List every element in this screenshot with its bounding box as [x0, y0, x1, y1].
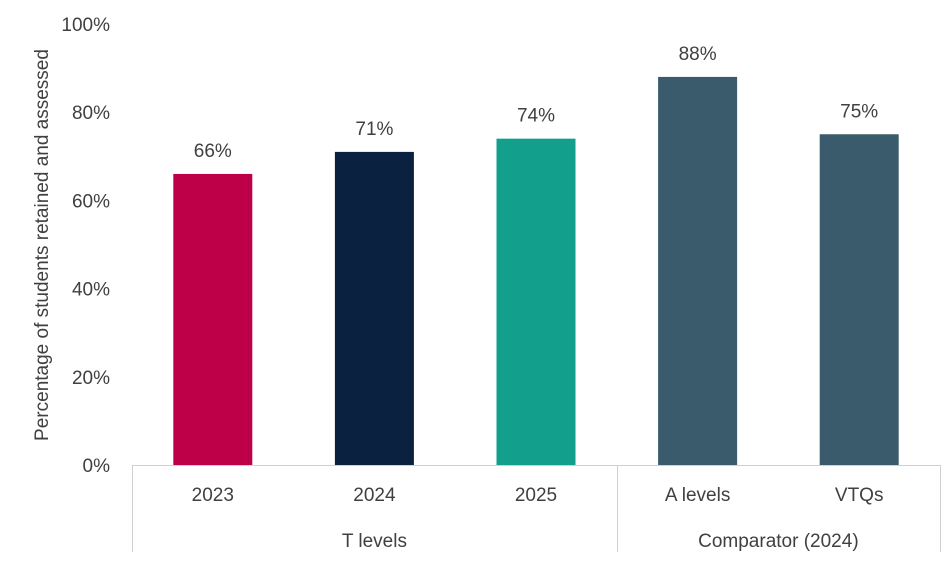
- x-category-label: VTQs: [835, 485, 884, 506]
- x-category-label: 2025: [515, 485, 557, 506]
- x-group-label: T levels: [342, 531, 407, 552]
- data-label: 88%: [679, 44, 717, 65]
- x-category-label: 2023: [192, 485, 234, 506]
- y-tick-label: 100%: [61, 15, 110, 36]
- bar-a-levels: [658, 76, 738, 466]
- y-tick-label: 40%: [72, 280, 110, 301]
- data-label: 74%: [517, 106, 555, 127]
- bar-2024: [334, 151, 414, 465]
- bar-2025: [496, 138, 576, 465]
- x-group-label: Comparator (2024): [698, 531, 859, 552]
- y-axis-title: Percentage of students retained and asse…: [32, 49, 53, 441]
- y-tick-label: 0%: [83, 456, 111, 477]
- data-label: 66%: [194, 141, 232, 162]
- y-tick-label: 80%: [72, 103, 110, 124]
- bar-2023: [173, 173, 253, 465]
- data-label: 75%: [840, 101, 878, 122]
- x-category-label: A levels: [665, 485, 730, 506]
- y-tick-label: 60%: [72, 191, 110, 212]
- bar-vtqs: [819, 134, 899, 465]
- x-category-label: 2024: [353, 485, 396, 506]
- data-label: 71%: [355, 119, 393, 140]
- y-tick-label: 20%: [72, 368, 110, 389]
